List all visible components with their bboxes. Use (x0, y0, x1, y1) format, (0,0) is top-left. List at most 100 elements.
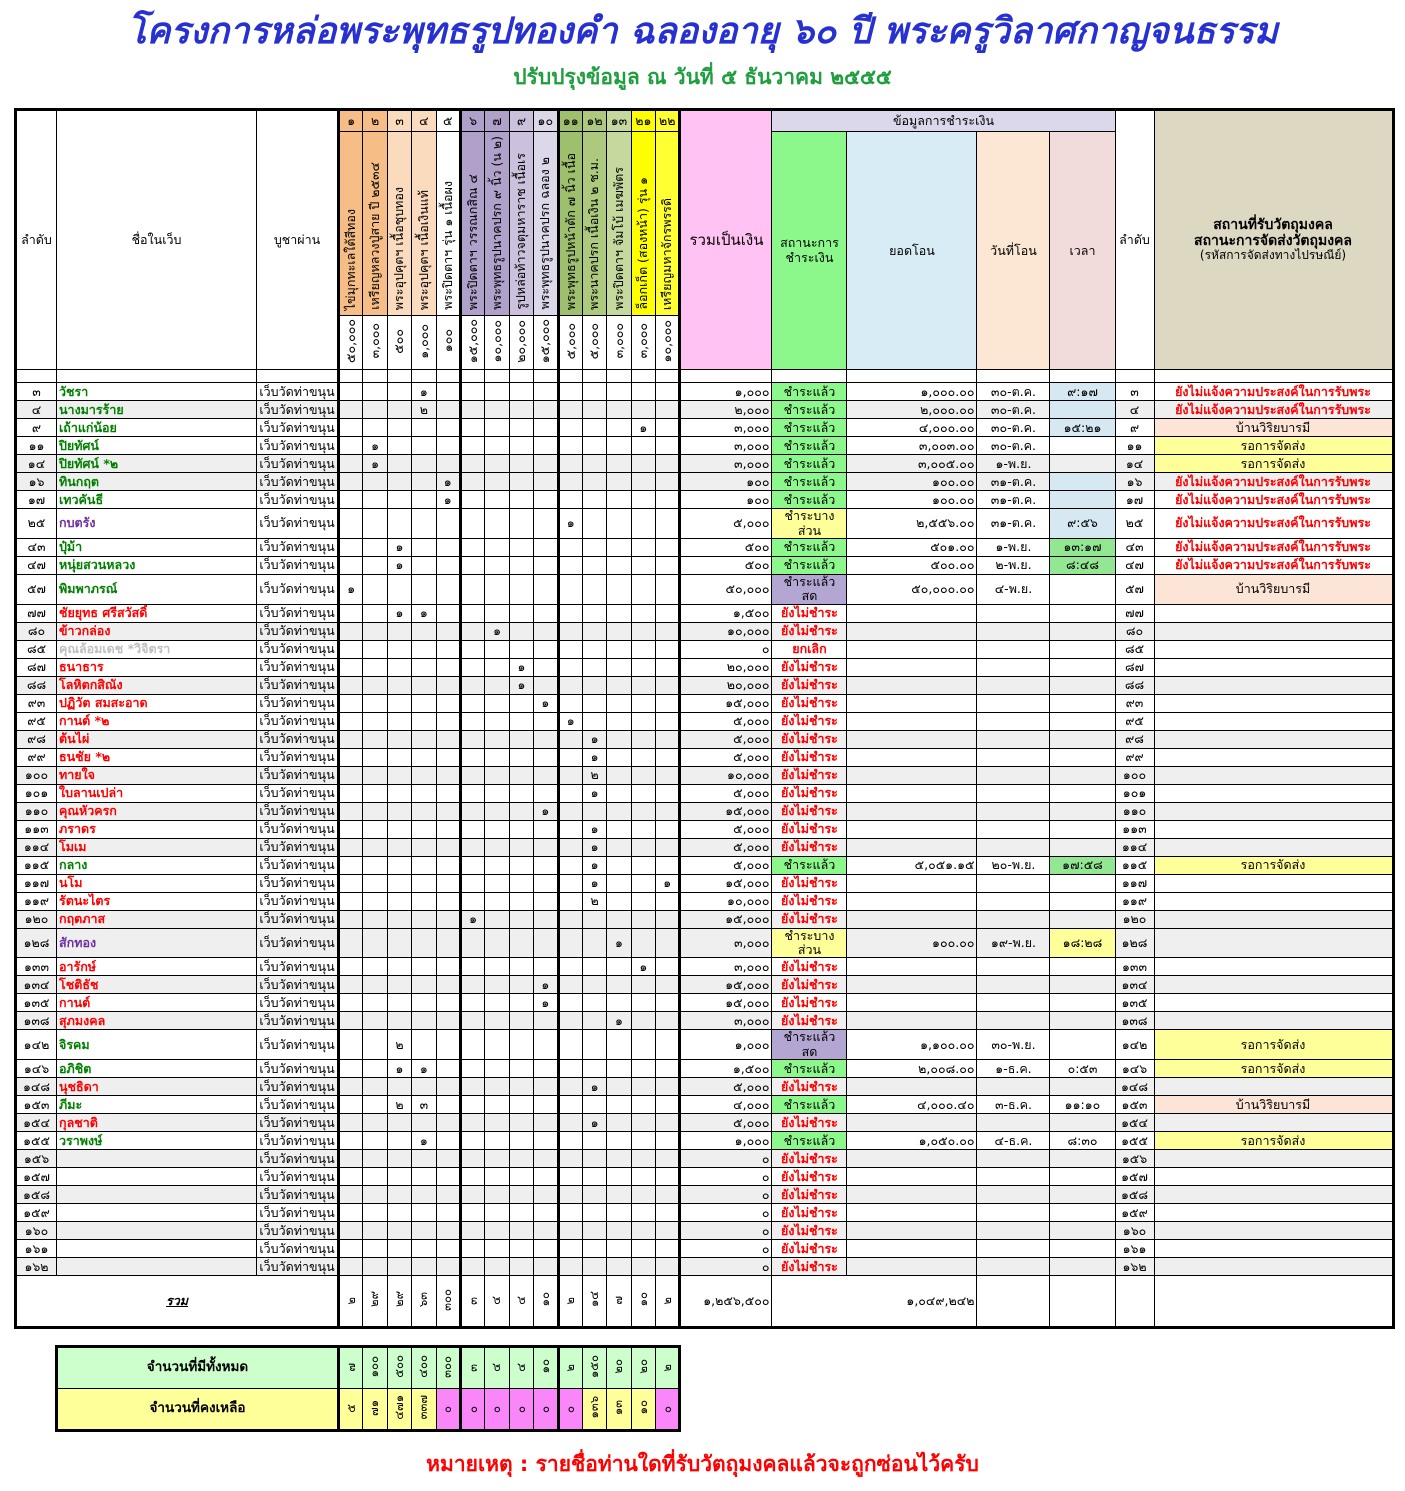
qty-cell (484, 1059, 510, 1079)
total-amount-cell: ๔,๐๐๐ (678, 1095, 773, 1115)
qty-cell (655, 1203, 681, 1223)
item-number: ๒๑ (630, 109, 657, 133)
web-name-cell: หนุ่ยสวนหลวง (56, 555, 257, 575)
qty-cell (606, 1185, 632, 1205)
total-amount-cell: ๓,๐๐๐ (678, 927, 773, 959)
seq-right-cell: ๘๘ (1114, 675, 1155, 695)
qty-cell (556, 909, 583, 929)
seq-cell: ๑๔๖ (15, 1059, 57, 1079)
ordered-via-cell: เว็บวัดท่าขนุน (256, 454, 339, 474)
qty-cell (556, 472, 583, 492)
qty-cell (508, 855, 535, 875)
qty-cell (435, 1221, 461, 1241)
qty-cell (556, 891, 583, 911)
qty-cell (655, 909, 681, 929)
delivery-status-cell (1153, 909, 1394, 929)
qty-cell (556, 693, 583, 713)
qty-cell: ๑ (655, 873, 681, 893)
item-name: รูปหล่อท้าวจตุมหาราช เนื้อเร (508, 131, 535, 317)
transfer-time-cell (1049, 1203, 1116, 1223)
qty-cell (484, 490, 510, 510)
qty-cell (435, 1149, 461, 1169)
transfer-time-cell: ๑๘:๒๘ (1049, 927, 1116, 959)
ordered-via-cell: เว็บวัดท่าขนุน (256, 537, 339, 557)
seq-right-cell: ๑๕๗ (1114, 1167, 1155, 1187)
qty-cell (533, 927, 559, 959)
qty-cell (606, 508, 632, 539)
summary-value-cell: ๑๐ (533, 1346, 559, 1390)
item-number: ๑๓ (606, 109, 632, 133)
transfer-time-cell (1049, 993, 1116, 1013)
ordered-via-cell: เว็บวัดท่าขนุน (256, 418, 339, 438)
qty-cell (581, 975, 608, 995)
transfer-time-cell (1049, 1167, 1116, 1187)
totals-qty-cell: ๑๔ (581, 1275, 608, 1329)
qty-cell (484, 382, 510, 402)
qty-cell (606, 1029, 632, 1061)
qty-cell (362, 573, 388, 605)
qty-cell (508, 783, 535, 803)
qty-cell (508, 1011, 535, 1031)
transfer-date-cell (976, 975, 1051, 995)
qty-cell (362, 508, 388, 539)
qty-cell (336, 490, 364, 510)
qty-cell (556, 993, 583, 1013)
transfer-amount-cell (846, 837, 978, 857)
qty-cell (484, 454, 510, 474)
delivery-status-cell: บ้านวิริยบารมี (1153, 418, 1394, 438)
qty-cell (435, 1095, 461, 1115)
qty-cell: ๑ (630, 957, 657, 977)
qty-cell (411, 993, 437, 1013)
qty-cell: ๑ (362, 454, 388, 474)
transfer-amount-cell: ๔,๐๐๐.๐๐ (846, 418, 978, 438)
transfer-amount-cell (846, 621, 978, 641)
qty-cell (581, 693, 608, 713)
payment-status-cell: ยังไม่ชำระ (771, 657, 848, 677)
qty-cell (484, 993, 510, 1013)
qty-cell (533, 555, 559, 575)
qty-cell (386, 765, 413, 785)
qty-cell (336, 621, 364, 641)
qty-cell (458, 1257, 486, 1277)
qty-cell (655, 711, 681, 731)
qty-cell (606, 490, 632, 510)
qty-cell (508, 573, 535, 605)
transfer-date-cell (976, 1257, 1051, 1277)
qty-cell (508, 1029, 535, 1061)
qty-cell (484, 508, 510, 539)
transfer-date-cell (976, 603, 1051, 623)
table-row: ๙เถ้าแก่น้อย เว็บวัดท่าขนุน๑๓,๐๐๐ ชำระแล้ว… (15, 418, 1394, 438)
totals-qty-cell: ๑๐ (630, 1275, 657, 1329)
item-price: ๕๐๐ (386, 315, 413, 371)
summary-value-cell: ๒๐ (606, 1346, 632, 1390)
payment-status-cell: ชำระแล้ว (771, 855, 848, 875)
qty-cell (484, 747, 510, 767)
delivery-status-cell (1153, 1203, 1394, 1223)
qty-cell (655, 957, 681, 977)
delivery-status-cell (1153, 657, 1394, 677)
qty-cell (458, 454, 486, 474)
qty-cell (336, 855, 364, 875)
ordered-via-cell: เว็บวัดท่าขนุน (256, 711, 339, 731)
total-amount-cell: ๒,๐๐๐ (678, 400, 773, 420)
qty-cell (386, 1185, 413, 1205)
summary-row-total: จำนวนที่มีทั้งหมด๗๑๐๐ ๕๐๐ ๔๐๐ ๓๐๐๓๔๔๑๐๒๑๕๐๒… (56, 1346, 681, 1390)
qty-cell (435, 657, 461, 677)
qty-cell (435, 783, 461, 803)
payment-status-cell: ยังไม่ชำระ (771, 747, 848, 767)
qty-cell (581, 603, 608, 623)
header-web-name: ชื่อในเว็บ (56, 109, 257, 371)
qty-cell (386, 400, 413, 420)
qty-cell (435, 729, 461, 749)
item-name: พระนาคปรก เนื้อเงิน ๒ ช.ม. (581, 131, 608, 317)
total-amount-cell: ๓,๐๐๐ (678, 957, 773, 977)
qty-cell (411, 837, 437, 857)
qty-cell (630, 573, 657, 605)
qty-cell (362, 382, 388, 402)
qty-cell (630, 537, 657, 557)
qty-cell (581, 1095, 608, 1115)
ordered-via-cell: เว็บวัดท่าขนุน (256, 1059, 339, 1079)
qty-cell: ๒ (386, 1095, 413, 1115)
qty-cell (411, 508, 437, 539)
web-name-cell: เถ้าแก่น้อย (56, 418, 257, 438)
